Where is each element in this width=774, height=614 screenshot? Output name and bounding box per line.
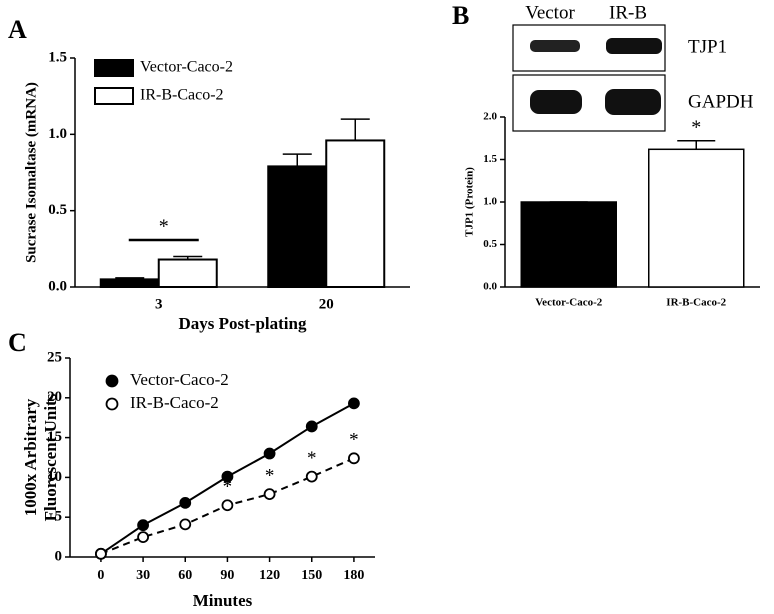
x-tick-label: 60 — [178, 568, 192, 583]
blot-band — [605, 89, 661, 115]
legend-label: IR-B-Caco-2 — [130, 393, 219, 412]
x-tick-label: 90 — [220, 568, 234, 583]
y-tick-label: 2.0 — [483, 111, 497, 123]
y-tick-label: 0 — [55, 548, 63, 564]
marker — [221, 470, 234, 483]
significance-star: * — [349, 430, 359, 451]
legend-label: IR-B-Caco-2 — [140, 87, 224, 104]
y-tick-label: 10 — [47, 469, 62, 485]
legend-label: Vector-Caco-2 — [130, 370, 229, 389]
marker — [263, 447, 276, 460]
x-tick-label: 0 — [97, 568, 104, 583]
bar — [325, 139, 386, 288]
y-tick-label: 0.0 — [48, 278, 67, 294]
lane-label: IR-B — [609, 2, 647, 23]
marker — [305, 470, 318, 483]
y-axis-label: TJP1 (Protein) — [464, 167, 476, 237]
marker — [95, 547, 107, 560]
x-axis-label: Minutes — [193, 591, 253, 610]
bar — [99, 278, 160, 289]
panel-letter: C — [8, 328, 27, 357]
x-tick-label: 20 — [319, 296, 334, 312]
legend-swatch — [94, 59, 134, 77]
y-axis-label: 1000x Arbitrary — [21, 398, 40, 516]
y-axis-label: Fluorescent Units — [41, 393, 60, 521]
y-tick-label: 0.5 — [48, 202, 67, 218]
significance-star: * — [265, 465, 275, 486]
y-tick-label: 15 — [47, 429, 62, 445]
x-tick-label: IR-B-Caco-2 — [666, 297, 726, 309]
panel-letter: A — [8, 15, 27, 44]
legend-label: Vector-Caco-2 — [140, 59, 233, 76]
y-tick-label: 5 — [55, 509, 63, 525]
y-tick-label: 0.0 — [483, 281, 497, 293]
marker — [305, 420, 318, 433]
x-tick-label: 150 — [301, 568, 322, 583]
marker — [263, 488, 276, 501]
bar — [648, 148, 745, 288]
significance-star: * — [307, 448, 317, 469]
y-tick-label: 20 — [47, 389, 62, 405]
y-tick-label: 0.5 — [483, 238, 497, 250]
significance-star: * — [691, 116, 701, 138]
y-tick-label: 1.5 — [48, 49, 67, 65]
y-axis-label: Sucrase Isomaltase (mRNA) — [23, 82, 39, 263]
significance-star: * — [223, 477, 233, 498]
y-tick-label: 25 — [47, 349, 62, 365]
legend-marker — [105, 397, 119, 411]
x-axis-label: Days Post-plating — [179, 314, 307, 333]
x-tick-label: 180 — [343, 568, 364, 583]
marker — [221, 499, 234, 512]
significance-star: * — [181, 496, 191, 517]
blot-band — [530, 40, 580, 52]
x-tick-label: 30 — [136, 568, 150, 583]
bar — [157, 258, 218, 288]
y-tick-label: 1.5 — [483, 153, 497, 165]
bar — [520, 201, 617, 288]
marker — [137, 519, 149, 532]
blot-band — [606, 38, 662, 54]
y-tick-label: 1.0 — [48, 126, 67, 142]
band-label: GAPDH — [688, 91, 754, 112]
marker — [179, 518, 192, 531]
y-tick-label: 1.0 — [483, 196, 497, 208]
panel-letter: B — [452, 1, 469, 30]
band-label: TJP1 — [688, 36, 727, 57]
marker — [137, 531, 149, 543]
x-tick-label: Vector-Caco-2 — [535, 297, 602, 309]
marker — [348, 397, 360, 410]
x-tick-label: 3 — [155, 296, 163, 312]
marker — [179, 496, 192, 509]
bar — [267, 165, 328, 288]
lane-label: Vector — [525, 2, 575, 23]
legend-swatch — [94, 87, 134, 105]
blot-band — [530, 90, 582, 114]
significance-star: * — [159, 216, 169, 238]
x-tick-label: 120 — [259, 568, 280, 583]
marker — [348, 452, 360, 465]
legend-marker — [105, 374, 119, 388]
